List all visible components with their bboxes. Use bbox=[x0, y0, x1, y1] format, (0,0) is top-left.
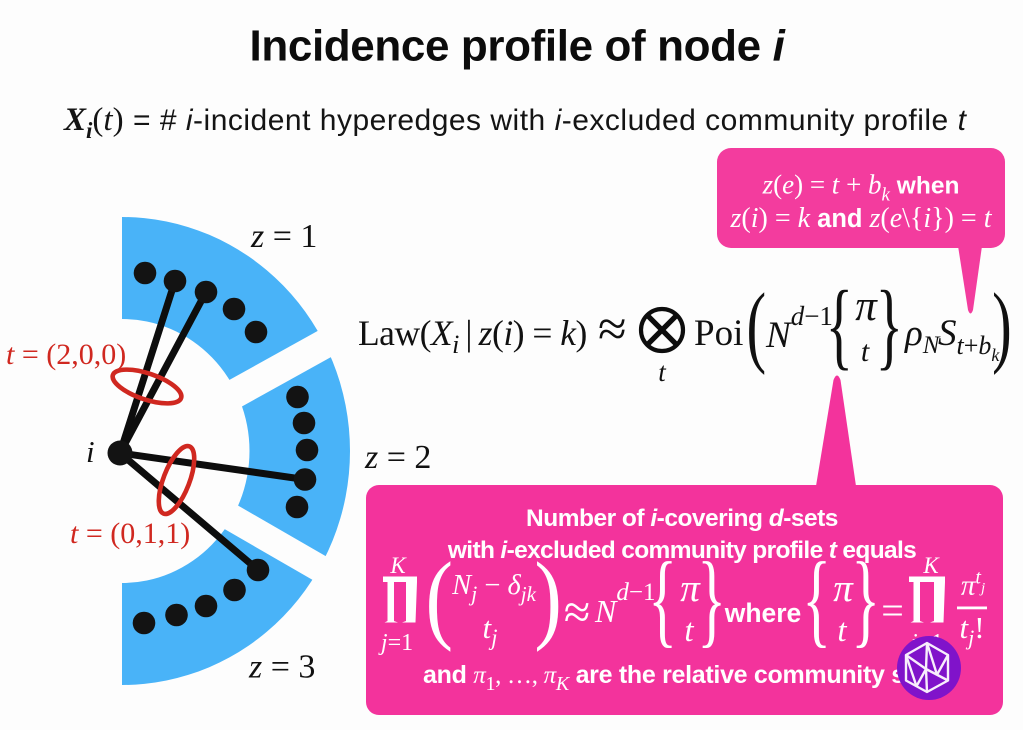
svg-text:t = (2,0,0): t = (2,0,0) bbox=[6, 338, 126, 371]
svg-text:tj: tj bbox=[482, 610, 497, 650]
svg-text:z = 1: z = 1 bbox=[250, 218, 317, 255]
svg-text:t: t bbox=[861, 335, 870, 368]
svg-text:K: K bbox=[922, 553, 940, 578]
svg-text:i: i bbox=[86, 434, 95, 469]
svg-text:t: t bbox=[658, 357, 667, 387]
svg-text:(: ( bbox=[426, 541, 454, 652]
svg-text:Law(Xi | z(i) = k): Law(Xi | z(i) = k) bbox=[358, 313, 587, 359]
svg-text:z(e) = t + bk when: z(e) = t + bk when bbox=[762, 170, 960, 206]
svg-text:Xi(t): Xi(t) bbox=[63, 102, 124, 143]
svg-text:{: { bbox=[802, 542, 831, 657]
svg-text:πtj: πtj bbox=[961, 567, 985, 602]
svg-text:Incidence profile of node i: Incidence profile of node i bbox=[250, 22, 786, 71]
svg-text:): ) bbox=[992, 275, 1012, 376]
svg-text:with i-excluded community prof: with i-excluded community profile t equa… bbox=[447, 537, 916, 564]
svg-text:}: } bbox=[697, 542, 726, 657]
svg-text:z = 2: z = 2 bbox=[364, 439, 431, 476]
svg-text:): ) bbox=[534, 541, 562, 652]
svg-text:St+bk: St+bk bbox=[938, 313, 1000, 365]
svg-text:π: π bbox=[833, 567, 854, 610]
svg-text:≈: ≈ bbox=[598, 301, 627, 358]
svg-text:≈: ≈ bbox=[564, 586, 590, 639]
svg-text:z = 3: z = 3 bbox=[248, 649, 315, 686]
svg-text:(: ( bbox=[747, 275, 767, 376]
svg-text:Poi: Poi bbox=[694, 313, 743, 354]
svg-text:}: } bbox=[851, 542, 880, 657]
svg-text:tj!: tj! bbox=[959, 610, 984, 650]
svg-text:where: where bbox=[724, 598, 802, 628]
svg-text:ρN: ρN bbox=[904, 313, 941, 359]
svg-text:=: = bbox=[881, 588, 904, 633]
svg-text:z(i) = k and z(e\{i}) = t: z(i) = k and z(e\{i}) = t bbox=[729, 203, 992, 234]
svg-text:π: π bbox=[680, 567, 701, 610]
svg-text:K: K bbox=[389, 553, 407, 578]
svg-text:= # i-incident hyperedges with: = # i-incident hyperedges with i-exclude… bbox=[133, 104, 968, 137]
svg-text:j=1: j=1 bbox=[378, 630, 413, 656]
svg-text:t: t bbox=[684, 613, 694, 649]
svg-text:{: { bbox=[826, 272, 853, 379]
svg-text:Number of i-covering d-sets: Number of i-covering d-sets bbox=[526, 505, 838, 532]
svg-text:Nd−1: Nd−1 bbox=[594, 579, 655, 629]
svg-text:and π1, …, πK are the relative: and π1, …, πK are the relative community… bbox=[423, 661, 951, 695]
svg-text:t: t bbox=[837, 613, 847, 649]
svg-text:}: } bbox=[876, 272, 903, 379]
svg-text:t = (0,1,1): t = (0,1,1) bbox=[70, 517, 190, 550]
svg-text:π: π bbox=[855, 283, 878, 330]
svg-text:Nd−1: Nd−1 bbox=[765, 301, 833, 356]
svg-text:Nj − δjk: Nj − δjk bbox=[451, 570, 537, 606]
svg-text:{: { bbox=[648, 542, 677, 657]
